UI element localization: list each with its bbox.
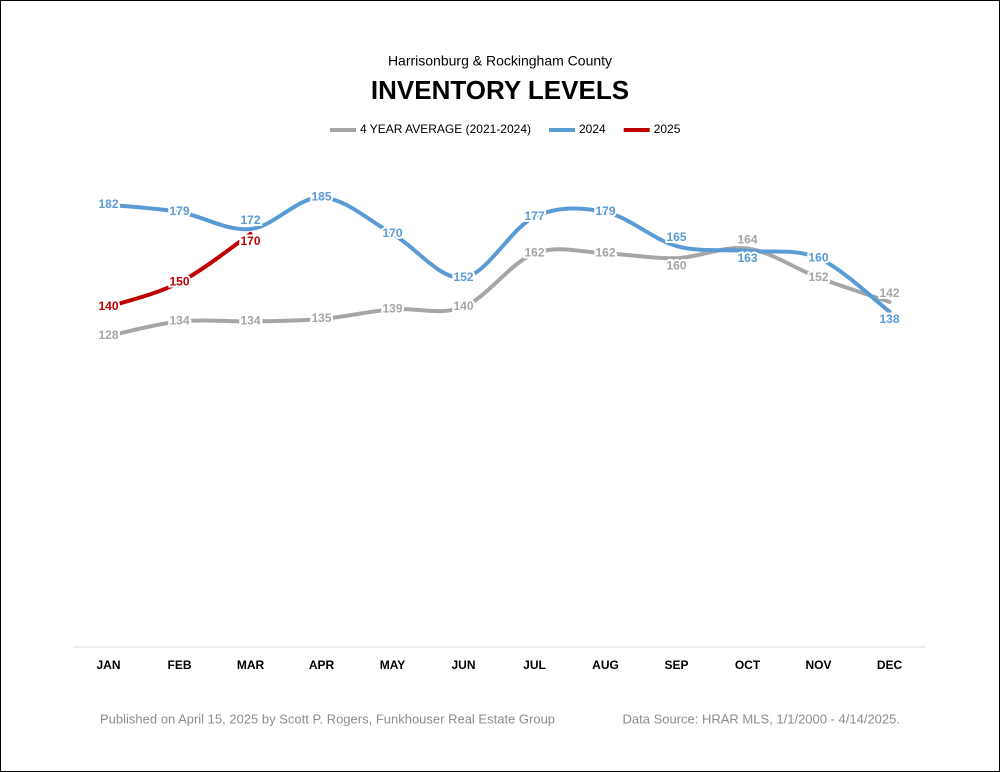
legend-label: 2025 [654,122,681,136]
data-label: 162 [524,246,544,260]
data-label: 152 [453,270,473,284]
x-tick-label: JAN [96,658,120,672]
chart-title: INVENTORY LEVELS [371,75,629,105]
data-label: 170 [382,226,402,240]
data-label: 162 [595,246,615,260]
x-tick-label: FEB [168,658,192,672]
data-label: 135 [311,311,331,325]
data-label: 152 [808,270,828,284]
data-label: 128 [98,328,118,342]
x-tick-label: DEC [877,658,903,672]
data-label: 165 [666,230,686,244]
data-label: 179 [169,204,189,218]
x-tick-label: MAY [380,658,406,672]
data-label: 134 [169,314,189,328]
data-label: 185 [311,190,331,204]
series-line [106,231,253,309]
data-label: 139 [382,301,402,315]
x-tick-label: SEP [664,658,688,672]
x-tick-label: NOV [805,658,831,672]
data-label: 140 [98,299,118,313]
data-label: 160 [808,250,828,264]
data-label: 164 [737,233,757,247]
data-label: 142 [879,286,899,300]
x-tick-label: APR [309,658,335,672]
data-label: 138 [879,312,899,326]
data-label: 134 [240,314,260,328]
data-label: 179 [595,204,615,218]
data-label: 150 [169,275,189,289]
data-label: 182 [98,197,118,211]
data-label: 170 [240,234,260,248]
legend-label: 2024 [579,122,606,136]
data-label: 140 [453,299,473,313]
footer-right: Data Source: HRAR MLS, 1/1/2000 - 4/14/2… [623,711,901,726]
data-label: 172 [240,213,260,227]
legend-label: 4 YEAR AVERAGE (2021-2024) [360,122,531,136]
data-label: 163 [737,251,757,265]
data-label: 160 [666,258,686,272]
chart-subtitle: Harrisonburg & Rockingham County [388,53,612,69]
data-label: 177 [524,209,544,223]
x-tick-label: JUN [451,658,475,672]
series-line [106,195,892,314]
x-tick-label: OCT [735,658,761,672]
footer-left: Published on April 15, 2025 by Scott P. … [100,711,555,726]
x-tick-label: JUL [523,658,546,672]
x-tick-label: MAR [237,658,265,672]
x-tick-label: AUG [592,658,619,672]
